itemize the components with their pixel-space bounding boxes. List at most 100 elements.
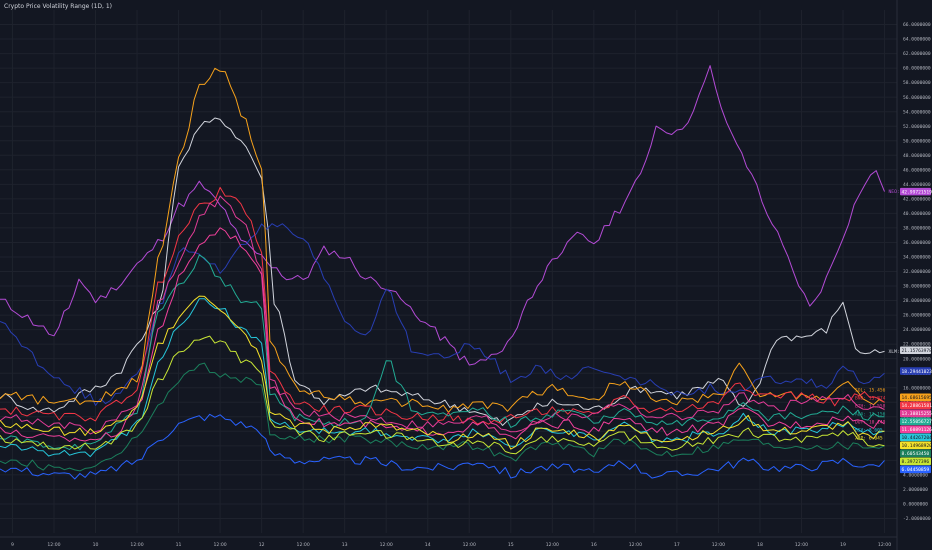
y-tick-label: 2.0000000 [903, 487, 928, 493]
last-value-tag [900, 187, 931, 196]
x-tick-label: 12:00 [297, 542, 310, 548]
y-tick-label: 32.0000000 [903, 269, 931, 275]
series-line-lime [0, 335, 885, 455]
last-value-tag [900, 367, 931, 375]
last-value-tag [900, 401, 931, 410]
x-tick-label: 12:00 [546, 542, 559, 548]
last-value-text: 11.60891126 [902, 427, 932, 433]
last-value-tag [900, 465, 931, 474]
y-tick-label: 36.0000000 [903, 240, 931, 246]
y-tick-label: 62.0000000 [903, 51, 931, 57]
y-tick-label: 12.0000000 [903, 414, 931, 420]
last-value-tag [900, 457, 931, 466]
series-line-darkgreen [0, 362, 885, 472]
y-tick-label: 64.0000000 [903, 37, 931, 43]
pane-label: BNB: 13.874 [855, 395, 886, 401]
pane-label: BSV: 8.605 [855, 427, 883, 433]
x-tick-label: 12:00 [629, 542, 642, 548]
last-value-tag [900, 417, 931, 426]
x-tick-label: 12:00 [130, 542, 143, 548]
x-tick-label: 12:00 [380, 542, 393, 548]
y-tick-label: 50.0000000 [903, 138, 931, 144]
x-tick-label: 14 [425, 542, 431, 548]
x-tick-label: 12:00 [213, 542, 226, 548]
y-tick-label: 66.0000000 [903, 22, 931, 28]
last-value-text: 14.68615695 [902, 395, 932, 401]
x-tick-label: 18 [757, 542, 763, 548]
pane-label: SOL: 15.456 [855, 387, 886, 393]
x-tick-label: 12:00 [463, 542, 476, 548]
y-tick-label: 30.0000000 [903, 284, 931, 290]
y-tick-label: 16.0000000 [903, 385, 931, 391]
y-tick-label: 52.0000000 [903, 124, 931, 130]
x-tick-label: 16 [591, 542, 597, 548]
x-tick-label: 12:00 [795, 542, 808, 548]
x-tick-label: 12 [259, 542, 265, 548]
last-value-text: 21.15763978 [902, 348, 932, 354]
series-line-xlm [0, 117, 885, 426]
last-value-text: 6.04450859 [902, 467, 930, 473]
series-line-neo [0, 65, 885, 366]
x-tick-label: 10 [93, 542, 99, 548]
last-value-text: 10.14968920 [902, 443, 932, 449]
series-line-orange [0, 67, 885, 413]
pane-label: XRP: 6.045 [855, 435, 883, 441]
last-value-tag [900, 409, 931, 418]
y-tick-label: 44.0000000 [903, 182, 931, 188]
last-value-text: 10.44267204 [902, 435, 932, 441]
last-value-text: 13.38815255 [902, 411, 932, 417]
series-line-green [0, 254, 885, 451]
y-tick-label: 42.0000000 [903, 196, 931, 202]
pane-label: DOT: 10.149 [855, 419, 886, 425]
pane-label: ETH: 12.558 [855, 403, 886, 409]
last-value-tag [900, 425, 931, 434]
series-line-cyan [0, 298, 885, 458]
series-line-btc [0, 223, 885, 406]
y-tick-label: 28.0000000 [903, 298, 931, 304]
y-tick-label: 0.0000000 [903, 502, 928, 508]
last-value-tag [900, 441, 931, 450]
x-tick-label: 13 [342, 542, 348, 548]
y-tick-label: 4.0000000 [903, 472, 928, 478]
y-tick-label: 56.0000000 [903, 95, 931, 101]
last-value-text: 42.99721519 [902, 189, 932, 195]
last-value-tag [900, 433, 931, 442]
pane-label: ADA: 11.156 [855, 411, 886, 417]
last-value-tag [900, 393, 931, 402]
series-line-yellow [0, 295, 885, 450]
series-line-blue [0, 413, 885, 480]
x-tick-label: 19 [840, 542, 846, 548]
last-value-tag [900, 449, 931, 458]
y-tick-label: 40.0000000 [903, 211, 931, 217]
last-value-text: 8.39727396 [902, 459, 930, 465]
y-tick-label: 24.0000000 [903, 327, 931, 333]
x-tick-label: 12:00 [878, 542, 891, 548]
y-tick-label: 54.0000000 [903, 109, 931, 115]
x-tick-label: 12:00 [712, 542, 725, 548]
y-tick-label: 48.0000000 [903, 153, 931, 159]
y-tick-label: 34.0000000 [903, 255, 931, 261]
y-tick-label: 46.0000000 [903, 167, 931, 173]
last-value-text: 8.60543450 [902, 451, 930, 457]
x-tick-label: 15 [508, 542, 514, 548]
last-value-text: 18.29441023 [902, 369, 932, 375]
x-tick-label: 9 [11, 542, 14, 548]
y-tick-label: 38.0000000 [903, 226, 931, 232]
indicator-title: Crypto Price Volatility Range (1D, 1) [4, 3, 112, 10]
last-value-text: 14.28861581 [902, 403, 932, 409]
y-tick-label: -2.0000000 [903, 516, 931, 522]
x-tick-label: 17 [674, 542, 680, 548]
y-tick-label: 20.0000000 [903, 356, 931, 362]
series-line-red [0, 186, 885, 425]
y-tick-label: 58.0000000 [903, 80, 931, 86]
last-value-tag [900, 346, 931, 355]
y-tick-label: 60.0000000 [903, 66, 931, 72]
x-tick-label: 12:00 [47, 542, 60, 548]
x-tick-label: 11 [176, 542, 182, 548]
series-line-magenta [0, 227, 885, 442]
y-tick-label: 22.0000000 [903, 342, 931, 348]
y-tick-label: 26.0000000 [903, 313, 931, 319]
last-value-text: 12.55056727 [902, 419, 932, 425]
